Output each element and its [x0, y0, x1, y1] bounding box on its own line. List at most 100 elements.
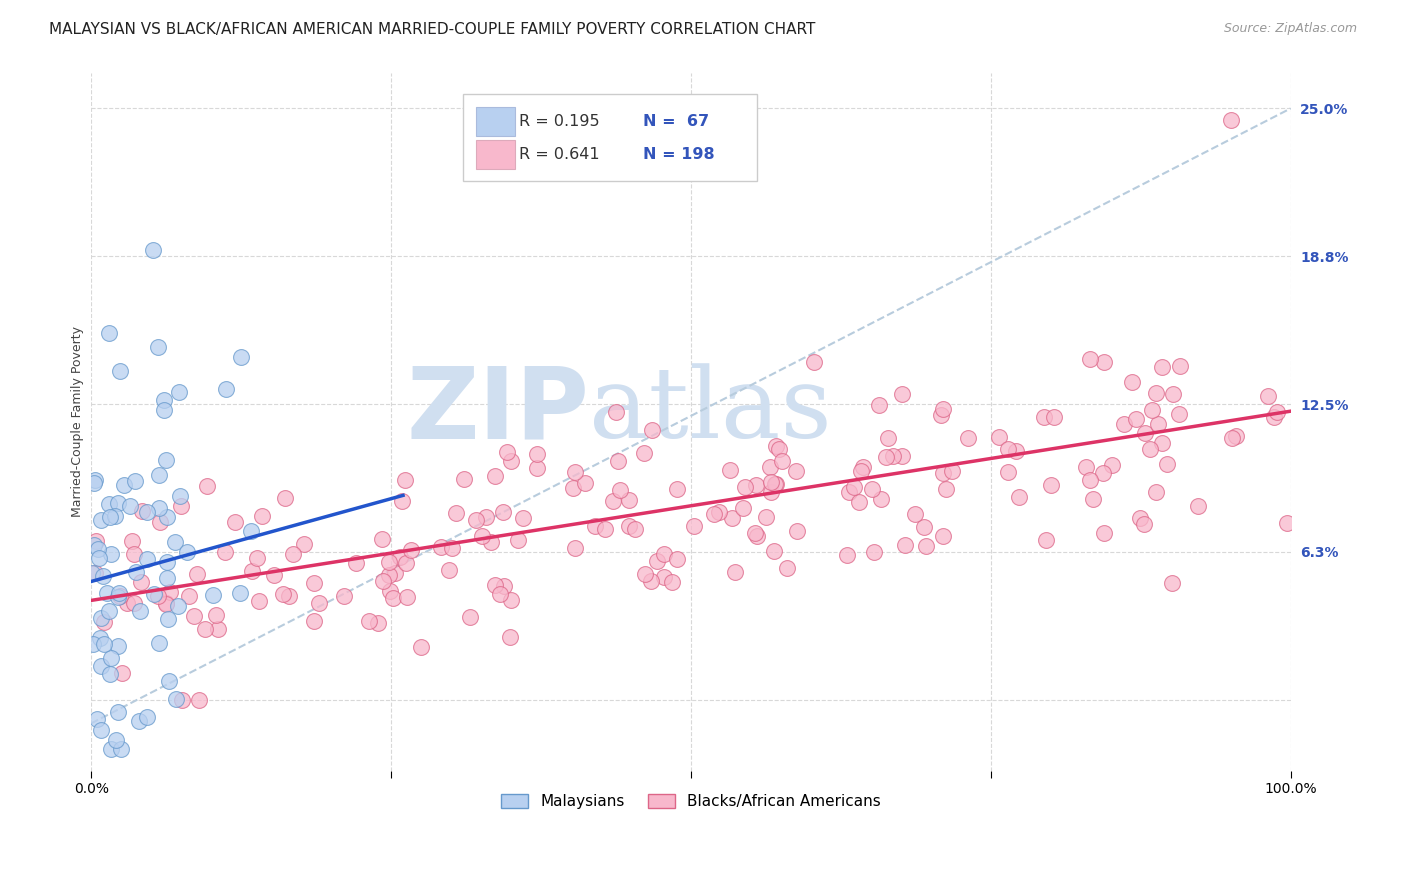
Point — [492, 505, 515, 519]
Point — [869, 491, 891, 506]
Point — [344, 556, 367, 570]
Point — [1078, 352, 1101, 367]
Point — [98, 497, 121, 511]
Point — [492, 579, 515, 593]
Point — [1263, 410, 1285, 425]
Point — [155, 510, 177, 524]
Point — [848, 495, 870, 509]
Point — [747, 529, 769, 543]
Point — [115, 596, 138, 610]
Point — [929, 408, 952, 422]
Point — [155, 596, 177, 610]
Point — [86, 542, 108, 557]
Point — [380, 584, 402, 599]
Point — [860, 482, 883, 496]
Point — [1078, 474, 1101, 488]
Point — [1039, 478, 1062, 492]
Point — [370, 532, 392, 546]
Point — [458, 610, 481, 624]
Point — [574, 475, 596, 490]
Point — [153, 403, 176, 417]
Point — [1257, 389, 1279, 403]
Point — [240, 564, 263, 578]
Point — [1220, 431, 1243, 445]
Point — [87, 551, 110, 566]
Point — [142, 587, 165, 601]
Point — [508, 533, 530, 547]
Point — [271, 587, 294, 601]
Point — [647, 554, 669, 568]
Point — [395, 556, 418, 570]
Point — [333, 590, 356, 604]
Point — [148, 501, 170, 516]
Point — [110, 741, 132, 756]
Point — [176, 545, 198, 559]
Point — [720, 510, 742, 524]
Point — [247, 594, 270, 608]
Point — [388, 549, 411, 564]
Point — [776, 561, 799, 575]
Point — [605, 405, 627, 419]
Point — [1225, 429, 1247, 443]
Point — [956, 432, 979, 446]
Point — [499, 630, 522, 644]
Point — [904, 507, 927, 521]
Point — [124, 474, 146, 488]
Point — [852, 459, 875, 474]
Point — [207, 622, 229, 636]
Point — [495, 445, 517, 459]
Point — [153, 392, 176, 407]
Point — [617, 519, 640, 533]
Point — [172, 692, 194, 706]
Point — [86, 712, 108, 726]
Point — [997, 466, 1019, 480]
Point — [122, 595, 145, 609]
Point — [224, 515, 246, 529]
Point — [111, 666, 134, 681]
Point — [82, 637, 104, 651]
Point — [229, 586, 252, 600]
Text: ZIP: ZIP — [406, 363, 589, 460]
Point — [131, 504, 153, 518]
Point — [786, 524, 808, 538]
Point — [83, 538, 105, 552]
Point — [159, 584, 181, 599]
Point — [932, 529, 955, 543]
Point — [464, 513, 486, 527]
Point — [1167, 407, 1189, 421]
Point — [146, 590, 169, 604]
Point — [177, 589, 200, 603]
Point — [661, 575, 683, 590]
Point — [229, 350, 252, 364]
Point — [1275, 516, 1298, 531]
Point — [893, 538, 915, 552]
Point — [97, 604, 120, 618]
Point — [302, 614, 325, 628]
Point — [394, 473, 416, 487]
Point — [640, 574, 662, 589]
Point — [107, 639, 129, 653]
Point — [367, 616, 389, 631]
Point — [169, 385, 191, 400]
Point — [1168, 359, 1191, 373]
Point — [763, 477, 786, 491]
Point — [90, 658, 112, 673]
Point — [129, 604, 152, 618]
Point — [409, 640, 432, 654]
Point — [155, 597, 177, 611]
Point — [1074, 460, 1097, 475]
Point — [441, 541, 464, 556]
Point — [1129, 511, 1152, 525]
FancyBboxPatch shape — [477, 140, 515, 169]
Point — [110, 364, 132, 378]
Point — [183, 608, 205, 623]
Point — [120, 500, 142, 514]
Point — [135, 505, 157, 519]
Point — [835, 548, 858, 562]
Point — [142, 244, 165, 258]
Point — [501, 593, 523, 607]
Y-axis label: Married-Couple Family Poverty: Married-Couple Family Poverty — [72, 326, 84, 517]
Point — [170, 499, 193, 513]
Point — [744, 525, 766, 540]
Point — [165, 691, 187, 706]
